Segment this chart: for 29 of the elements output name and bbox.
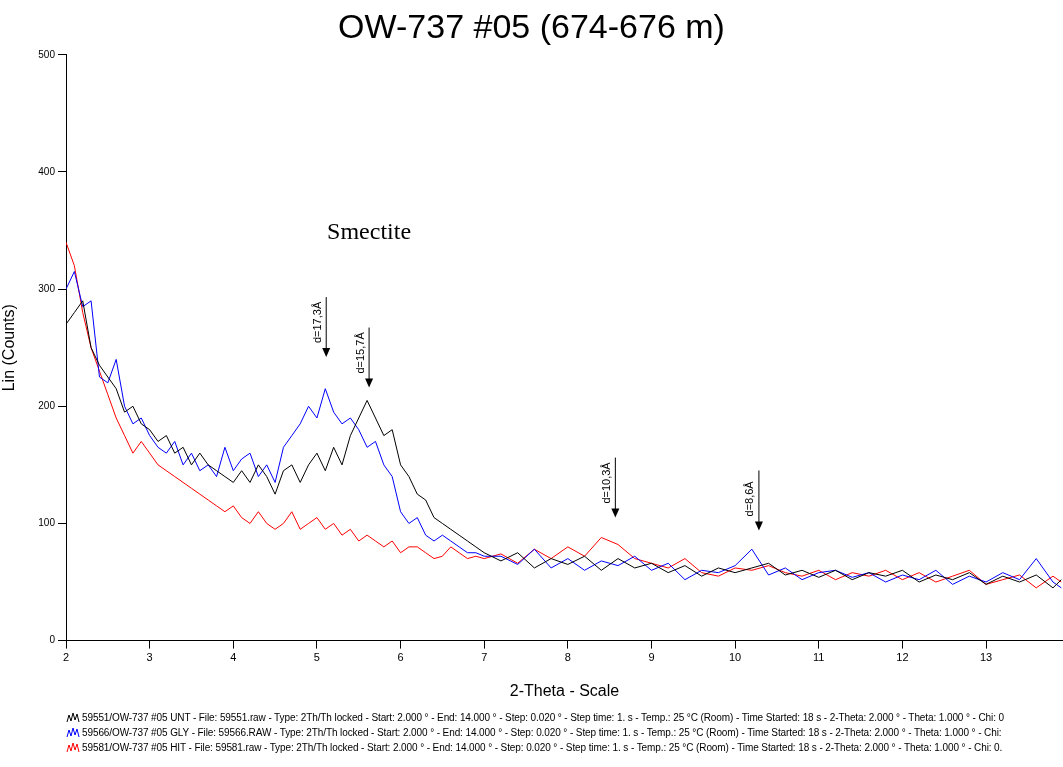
annotation: d=17,3Å	[310, 301, 323, 344]
annotation: d=15,7Å	[353, 331, 366, 374]
chart-title: OW-737 #05 (674-676 m)	[338, 6, 725, 45]
x-tick-label: 10	[729, 651, 742, 664]
x-axis-title: 2-Theta - Scale	[509, 681, 620, 699]
annotation: Smectite	[327, 218, 412, 245]
y-axis-title: Lin (Counts)	[0, 304, 18, 392]
x-tick-label: 11	[813, 651, 825, 664]
x-tick-label: 13	[979, 651, 993, 664]
x-tick-label: 8	[564, 651, 571, 664]
x-tick-label: 3	[146, 651, 153, 664]
x-tick-label: 9	[648, 651, 655, 664]
x-tick-label: 6	[397, 651, 404, 664]
legend-label: 59551/OW-737 #05 UNT - File: 59551.raw - Type: 2Th/Th locked - Start: 2.000 ° - End: 14.000 ° - Step: 0.020 ° - Step time: 1. s - Temp.: 25 °C (Room) - Time Started: 18 s - 2-Theta: 2.000 ° - Theta: 1.000 ° - Chi: 0	[82, 712, 1005, 723]
x-tick-label: 2	[62, 651, 70, 664]
annotation: d=10,3Å	[599, 461, 612, 504]
x-tick-label: 4	[230, 651, 237, 664]
y-tick-label: 200	[38, 400, 56, 412]
y-tick-label: 500	[38, 48, 56, 60]
y-tick-label: 400	[38, 165, 56, 177]
x-tick-label: 7	[481, 651, 488, 664]
annotation: d=8,6Å	[743, 480, 756, 517]
y-tick-label: 300	[38, 282, 56, 294]
y-tick-label: 100	[38, 517, 56, 529]
y-tick-label: 0	[49, 634, 56, 646]
x-tick-label: 12	[896, 651, 909, 664]
x-tick-label: 5	[313, 651, 320, 664]
legend-label: 59581/OW-737 #05 HIT - File: 59581.raw - Type: 2Th/Th locked - Start: 2.000 ° - End: 14.000 ° - Step: 0.020 ° - Step time: 1. s - Temp.: 25 °C (Room) - Time Started: 18 s - 2-Theta: 2.000 ° - Theta: 1.000 ° - Chi: 0.	[82, 742, 1003, 753]
legend-label: 59566/OW-737 #05 GLY - File: 59566.RAW - Type: 2Th/Th locked - Start: 2.000 ° - End: 14.000 ° - Step: 0.020 ° - Step time: 1. s - Temp.: 25 °C (Room) - Time Started: 18 s - 2-Theta: 2.000 ° - Theta: 1.000 ° - Chi:	[82, 727, 1002, 738]
